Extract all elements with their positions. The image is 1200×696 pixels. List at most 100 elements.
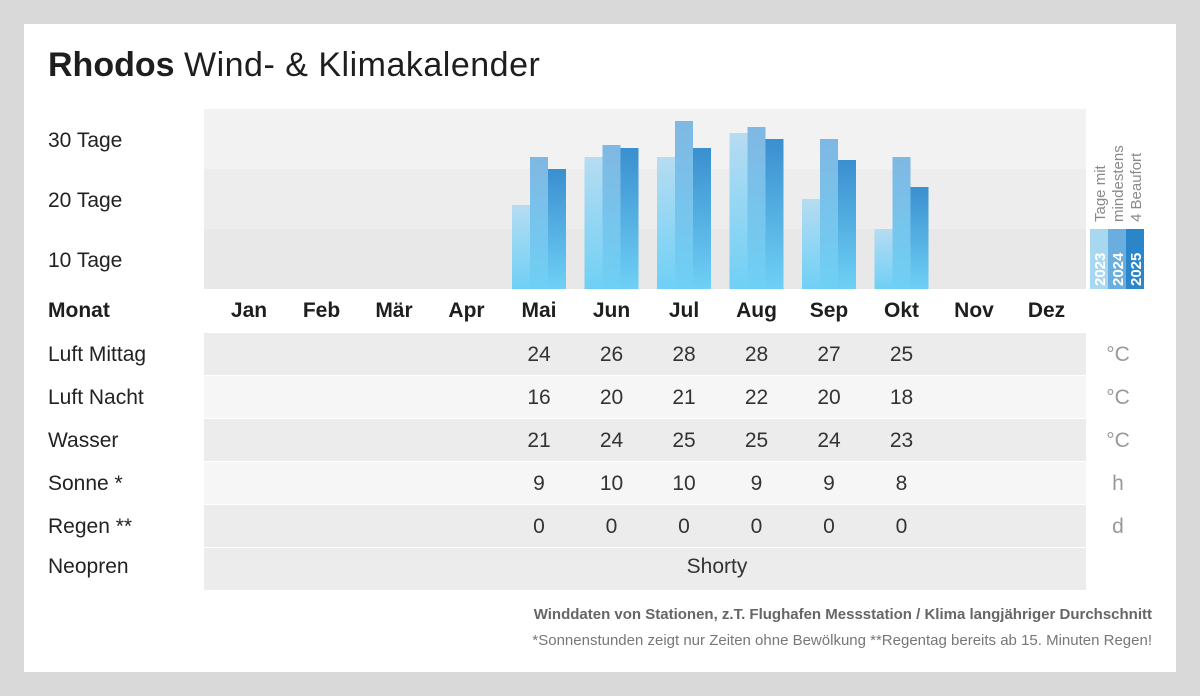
row-unit: °C: [1106, 386, 1130, 409]
table-cell: 10: [672, 472, 696, 495]
bar-2024-Sep: [820, 139, 838, 289]
neopren-label: Neopren: [48, 555, 129, 578]
month-3: Apr: [448, 299, 485, 322]
legend-title-1: Tage mit: [1092, 165, 1109, 222]
row-label: Regen **: [48, 515, 133, 538]
table-cell: 21: [527, 429, 551, 452]
row-unit: h: [1112, 472, 1124, 495]
bar-2023-Mai: [512, 205, 530, 289]
month-0: Jan: [230, 299, 268, 322]
table-cell: 20: [817, 386, 841, 409]
month-1: Feb: [302, 299, 341, 322]
bar-2023-Sep: [802, 199, 820, 289]
bar-2024-Jun: [602, 145, 621, 289]
table-cell: 26: [599, 343, 624, 366]
y-label-20: 20 Tage: [48, 189, 123, 212]
legend-swatch-2025: [1126, 229, 1144, 289]
bar-2023-Jun: [584, 157, 603, 289]
month-6: Jul: [668, 299, 700, 322]
table-cell: 0: [533, 515, 545, 538]
table-cell: 22: [744, 386, 769, 409]
grid-band: [204, 169, 1086, 229]
bar-2024-Aug: [747, 127, 766, 289]
row-unit: °C: [1106, 429, 1130, 452]
table-row: [204, 548, 1086, 590]
table-cell: 28: [672, 343, 696, 366]
table-cell: 9: [533, 472, 545, 495]
month-4: Mai: [521, 299, 557, 322]
table-cell: 21: [672, 386, 696, 409]
bar-2025-Okt: [910, 187, 929, 289]
bar-2025-Jun: [620, 148, 639, 289]
table-cell: 18: [889, 386, 914, 409]
table-cell: 20: [599, 386, 624, 409]
grid-band: [204, 109, 1086, 169]
table-row: [204, 376, 1086, 418]
table-cell: 9: [750, 472, 763, 495]
table-row: [204, 505, 1086, 547]
legend-title-3: 4 Beaufort: [1128, 152, 1145, 222]
page-title: Rhodos Wind- & Klimakalender: [48, 46, 540, 85]
months-header: Monat: [48, 299, 110, 322]
month-9: Okt: [883, 299, 919, 322]
table-cell: 25: [672, 429, 696, 452]
month-10: Nov: [954, 299, 994, 322]
table-cell: 24: [527, 343, 551, 366]
title-bold: Rhodos: [48, 46, 175, 84]
row-label: Luft Mittag: [48, 343, 147, 366]
month-7: Aug: [736, 299, 777, 322]
month-11: Dez: [1027, 299, 1066, 322]
bar-2025-Aug: [765, 139, 784, 289]
row-unit: d: [1112, 515, 1124, 538]
table-cell: 10: [599, 472, 624, 495]
table-cell: 0: [895, 515, 908, 538]
grid-band: [204, 229, 1086, 289]
month-2: Mär: [375, 299, 413, 322]
neopren-value: Shorty: [686, 555, 748, 578]
bar-2024-Jul: [675, 121, 693, 289]
title-rest: Wind- & Klimakalender: [184, 46, 541, 84]
table-cell: 0: [823, 515, 835, 538]
legend-year-2024: 2024: [1110, 252, 1127, 286]
month-8: Sep: [809, 299, 849, 322]
table-row: [204, 462, 1086, 504]
table-cell: 23: [889, 429, 914, 452]
y-label-10: 10 Tage: [48, 249, 123, 272]
bar-2023-Okt: [874, 229, 893, 289]
table-cell: 24: [817, 429, 841, 452]
legend-year-2025: 2025: [1128, 252, 1145, 286]
y-label-30: 30 Tage: [48, 129, 123, 152]
table-cell: 25: [889, 343, 914, 366]
table-row: [204, 419, 1086, 461]
table-cell: 8: [895, 472, 908, 495]
table-cell: 27: [817, 343, 841, 366]
table-cell: 0: [750, 515, 763, 538]
table-cell: 25: [744, 429, 769, 452]
row-unit: °C: [1106, 343, 1130, 366]
table-cell: 0: [605, 515, 618, 538]
row-label: Wasser: [48, 429, 119, 452]
table-cell: 0: [678, 515, 690, 538]
table-row: [204, 333, 1086, 375]
table-cell: 28: [744, 343, 769, 366]
legend-title-2: mindestens: [1110, 145, 1127, 222]
row-label: Sonne *: [48, 472, 123, 495]
bar-2023-Jul: [657, 157, 675, 289]
bar-2024-Mai: [530, 157, 548, 289]
bar-2025-Mai: [548, 169, 566, 289]
table-cell: 24: [599, 429, 624, 452]
source-note: Winddaten von Stationen, z.T. Flughafen …: [533, 606, 1152, 623]
month-5: Jun: [592, 299, 631, 322]
bar-2025-Sep: [838, 160, 856, 289]
bar-2024-Okt: [892, 157, 911, 289]
bar-2025-Jul: [693, 148, 711, 289]
row-label: Luft Nacht: [48, 386, 144, 409]
legend-swatch-2023: [1090, 229, 1108, 289]
legend-year-2023: 2023: [1092, 252, 1109, 286]
bar-2023-Aug: [729, 133, 748, 289]
table-cell: 9: [823, 472, 835, 495]
legend-swatch-2024: [1108, 229, 1126, 289]
footnote: *Sonnenstunden zeigt nur Zeiten ohne Bew…: [532, 632, 1152, 649]
table-cell: 16: [527, 386, 551, 409]
